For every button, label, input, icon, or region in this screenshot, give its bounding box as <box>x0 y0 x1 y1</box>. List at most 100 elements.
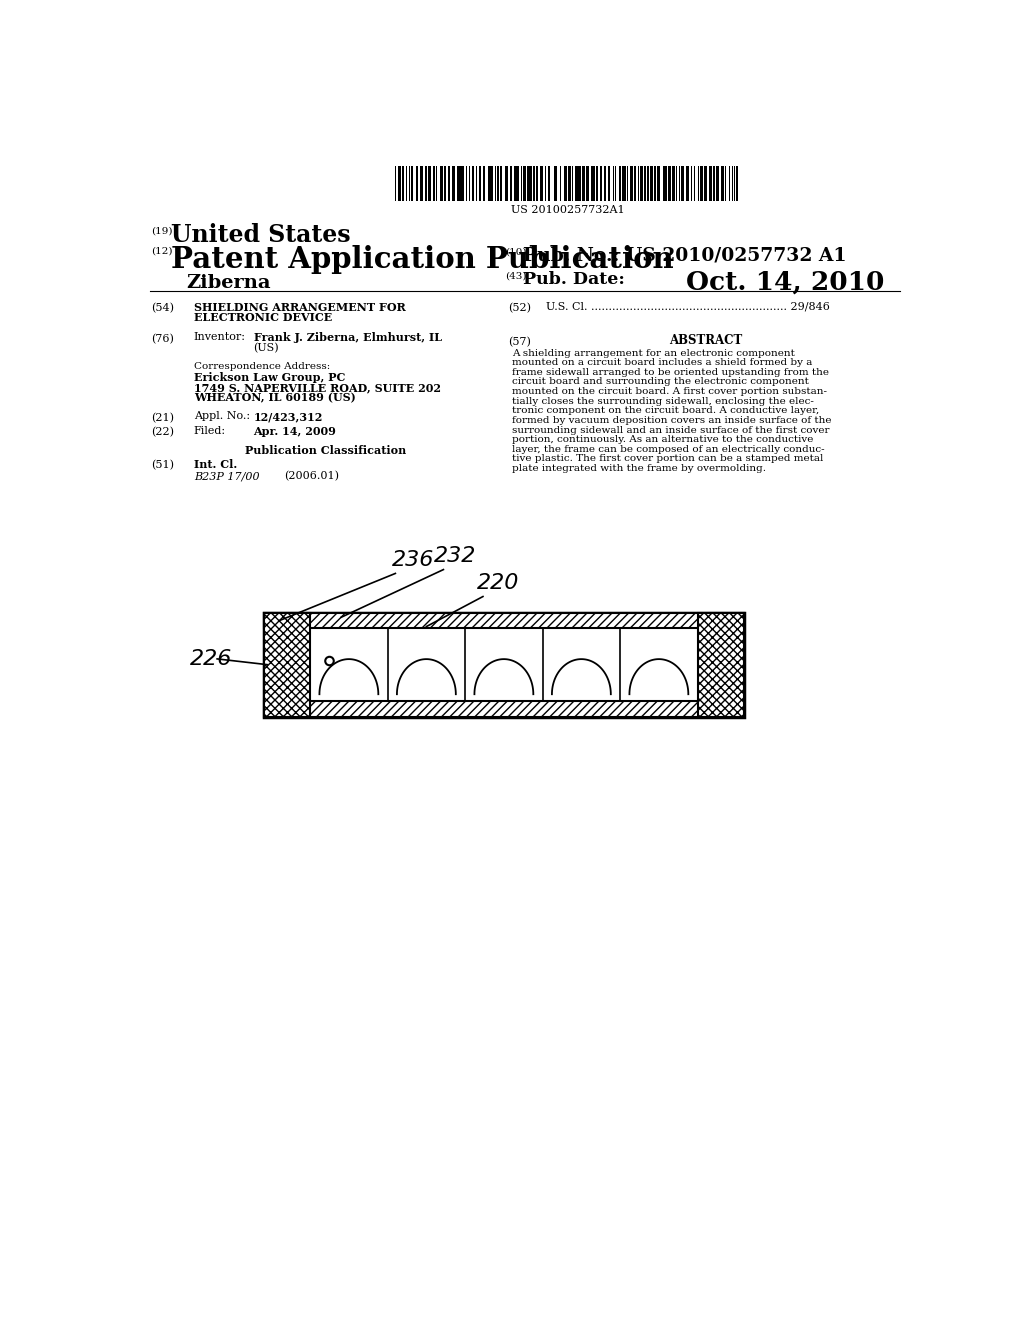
Text: (54): (54) <box>152 304 174 313</box>
Text: B23P 17/00: B23P 17/00 <box>194 471 259 480</box>
Bar <box>583 166 586 201</box>
Text: (57): (57) <box>508 337 530 347</box>
Text: Oct. 14, 2010: Oct. 14, 2010 <box>686 271 885 296</box>
Bar <box>644 166 646 201</box>
Bar <box>710 166 712 201</box>
Text: tronic component on the circuit board. A conductive layer,: tronic component on the circuit board. A… <box>512 407 819 416</box>
Bar <box>697 166 699 201</box>
Bar <box>721 166 724 201</box>
Bar <box>420 166 423 201</box>
Bar <box>483 166 485 201</box>
Bar <box>575 166 578 201</box>
Bar <box>523 166 526 201</box>
Bar <box>541 166 544 201</box>
Text: (10): (10) <box>506 248 527 256</box>
Bar <box>614 166 616 201</box>
Text: formed by vacuum deposition covers an inside surface of the: formed by vacuum deposition covers an in… <box>512 416 831 425</box>
Bar <box>428 166 431 201</box>
Text: United States: United States <box>171 223 350 247</box>
Bar <box>647 166 649 201</box>
Bar <box>686 166 689 201</box>
Bar <box>596 166 598 201</box>
Bar <box>439 166 442 201</box>
Bar <box>654 166 655 201</box>
Text: circuit board and surrounding the electronic component: circuit board and surrounding the electr… <box>512 378 809 387</box>
Bar <box>604 166 606 201</box>
Text: tive plastic. The first cover portion can be a stamped metal: tive plastic. The first cover portion ca… <box>512 454 823 463</box>
Bar <box>505 166 508 201</box>
Text: Int. Cl.: Int. Cl. <box>194 459 238 470</box>
Bar <box>713 166 716 201</box>
Text: Filed:: Filed: <box>194 425 226 436</box>
Bar <box>697 612 744 717</box>
Text: Pub. Date:: Pub. Date: <box>523 271 625 288</box>
Bar <box>716 166 719 201</box>
Text: layer, the frame can be composed of an electrically conduc-: layer, the frame can be composed of an e… <box>512 445 824 454</box>
Text: mounted on a circuit board includes a shield formed by a: mounted on a circuit board includes a sh… <box>512 358 812 367</box>
Text: Erickson Law Group, PC: Erickson Law Group, PC <box>194 372 345 383</box>
Bar <box>563 166 566 201</box>
Bar <box>425 166 427 201</box>
Text: Inventor:: Inventor: <box>194 333 246 342</box>
Bar <box>495 166 496 201</box>
Text: (US): (US) <box>254 343 280 354</box>
Bar <box>672 166 675 201</box>
Text: (43): (43) <box>506 272 527 281</box>
Bar <box>592 166 595 201</box>
Text: surrounding sidewall and an inside surface of the first cover: surrounding sidewall and an inside surfa… <box>512 425 829 434</box>
Bar <box>263 612 310 717</box>
Bar <box>536 166 538 201</box>
Text: (22): (22) <box>152 428 174 437</box>
Bar <box>700 166 701 201</box>
Text: mounted on the circuit board. A first cover portion substan-: mounted on the circuit board. A first co… <box>512 387 826 396</box>
Bar <box>398 166 400 201</box>
Text: Publication Classification: Publication Classification <box>245 445 407 455</box>
Bar <box>452 166 454 201</box>
Text: Frank J. Ziberna, Elmhurst, IL: Frank J. Ziberna, Elmhurst, IL <box>254 333 441 343</box>
Text: tially closes the surrounding sidewall, enclosing the elec-: tially closes the surrounding sidewall, … <box>512 397 813 405</box>
Text: Correspondence Address:: Correspondence Address: <box>194 363 330 371</box>
Text: A shielding arrangement for an electronic component: A shielding arrangement for an electroni… <box>512 348 795 358</box>
Bar <box>529 166 531 201</box>
Bar <box>729 166 730 201</box>
Text: (12): (12) <box>152 247 173 256</box>
Bar <box>735 166 738 201</box>
Text: Apr. 14, 2009: Apr. 14, 2009 <box>254 425 337 437</box>
Text: (2006.01): (2006.01) <box>285 471 340 482</box>
Text: (19): (19) <box>152 226 173 235</box>
Bar <box>630 166 633 201</box>
Bar <box>623 166 626 201</box>
Bar <box>676 166 678 201</box>
Bar <box>263 612 744 717</box>
Bar <box>693 166 695 201</box>
Text: 1749 S. NAPERVILLE ROAD, SUITE 202: 1749 S. NAPERVILLE ROAD, SUITE 202 <box>194 383 441 393</box>
Text: (52): (52) <box>508 304 530 313</box>
Text: 236: 236 <box>391 550 434 570</box>
Bar <box>457 166 460 201</box>
Text: portion, continuously. As an alternative to the conductive: portion, continuously. As an alternative… <box>512 436 813 445</box>
Text: ELECTRONIC DEVICE: ELECTRONIC DEVICE <box>194 313 332 323</box>
Bar <box>416 166 418 201</box>
Text: 232: 232 <box>434 546 476 566</box>
Text: U.S. Cl. ........................................................ 29/846: U.S. Cl. ...............................… <box>547 302 830 312</box>
Bar <box>607 166 610 201</box>
Bar <box>402 166 403 201</box>
Text: (76): (76) <box>152 334 174 345</box>
Bar <box>500 166 503 201</box>
Text: 12/423,312: 12/423,312 <box>254 411 323 422</box>
Bar <box>487 166 490 201</box>
Bar <box>669 166 672 201</box>
Bar <box>665 166 668 201</box>
Bar <box>586 166 589 201</box>
Text: 220: 220 <box>477 573 519 594</box>
Bar <box>527 166 528 201</box>
Bar <box>560 166 561 201</box>
Bar <box>432 166 435 201</box>
Bar <box>703 166 707 201</box>
Text: (51): (51) <box>152 461 174 470</box>
Text: US 20100257732A1: US 20100257732A1 <box>511 205 625 215</box>
Text: frame sidewall arranged to be oriented upstanding from the: frame sidewall arranged to be oriented u… <box>512 368 828 376</box>
Bar <box>634 166 636 201</box>
Bar <box>516 166 519 201</box>
Bar <box>534 166 535 201</box>
